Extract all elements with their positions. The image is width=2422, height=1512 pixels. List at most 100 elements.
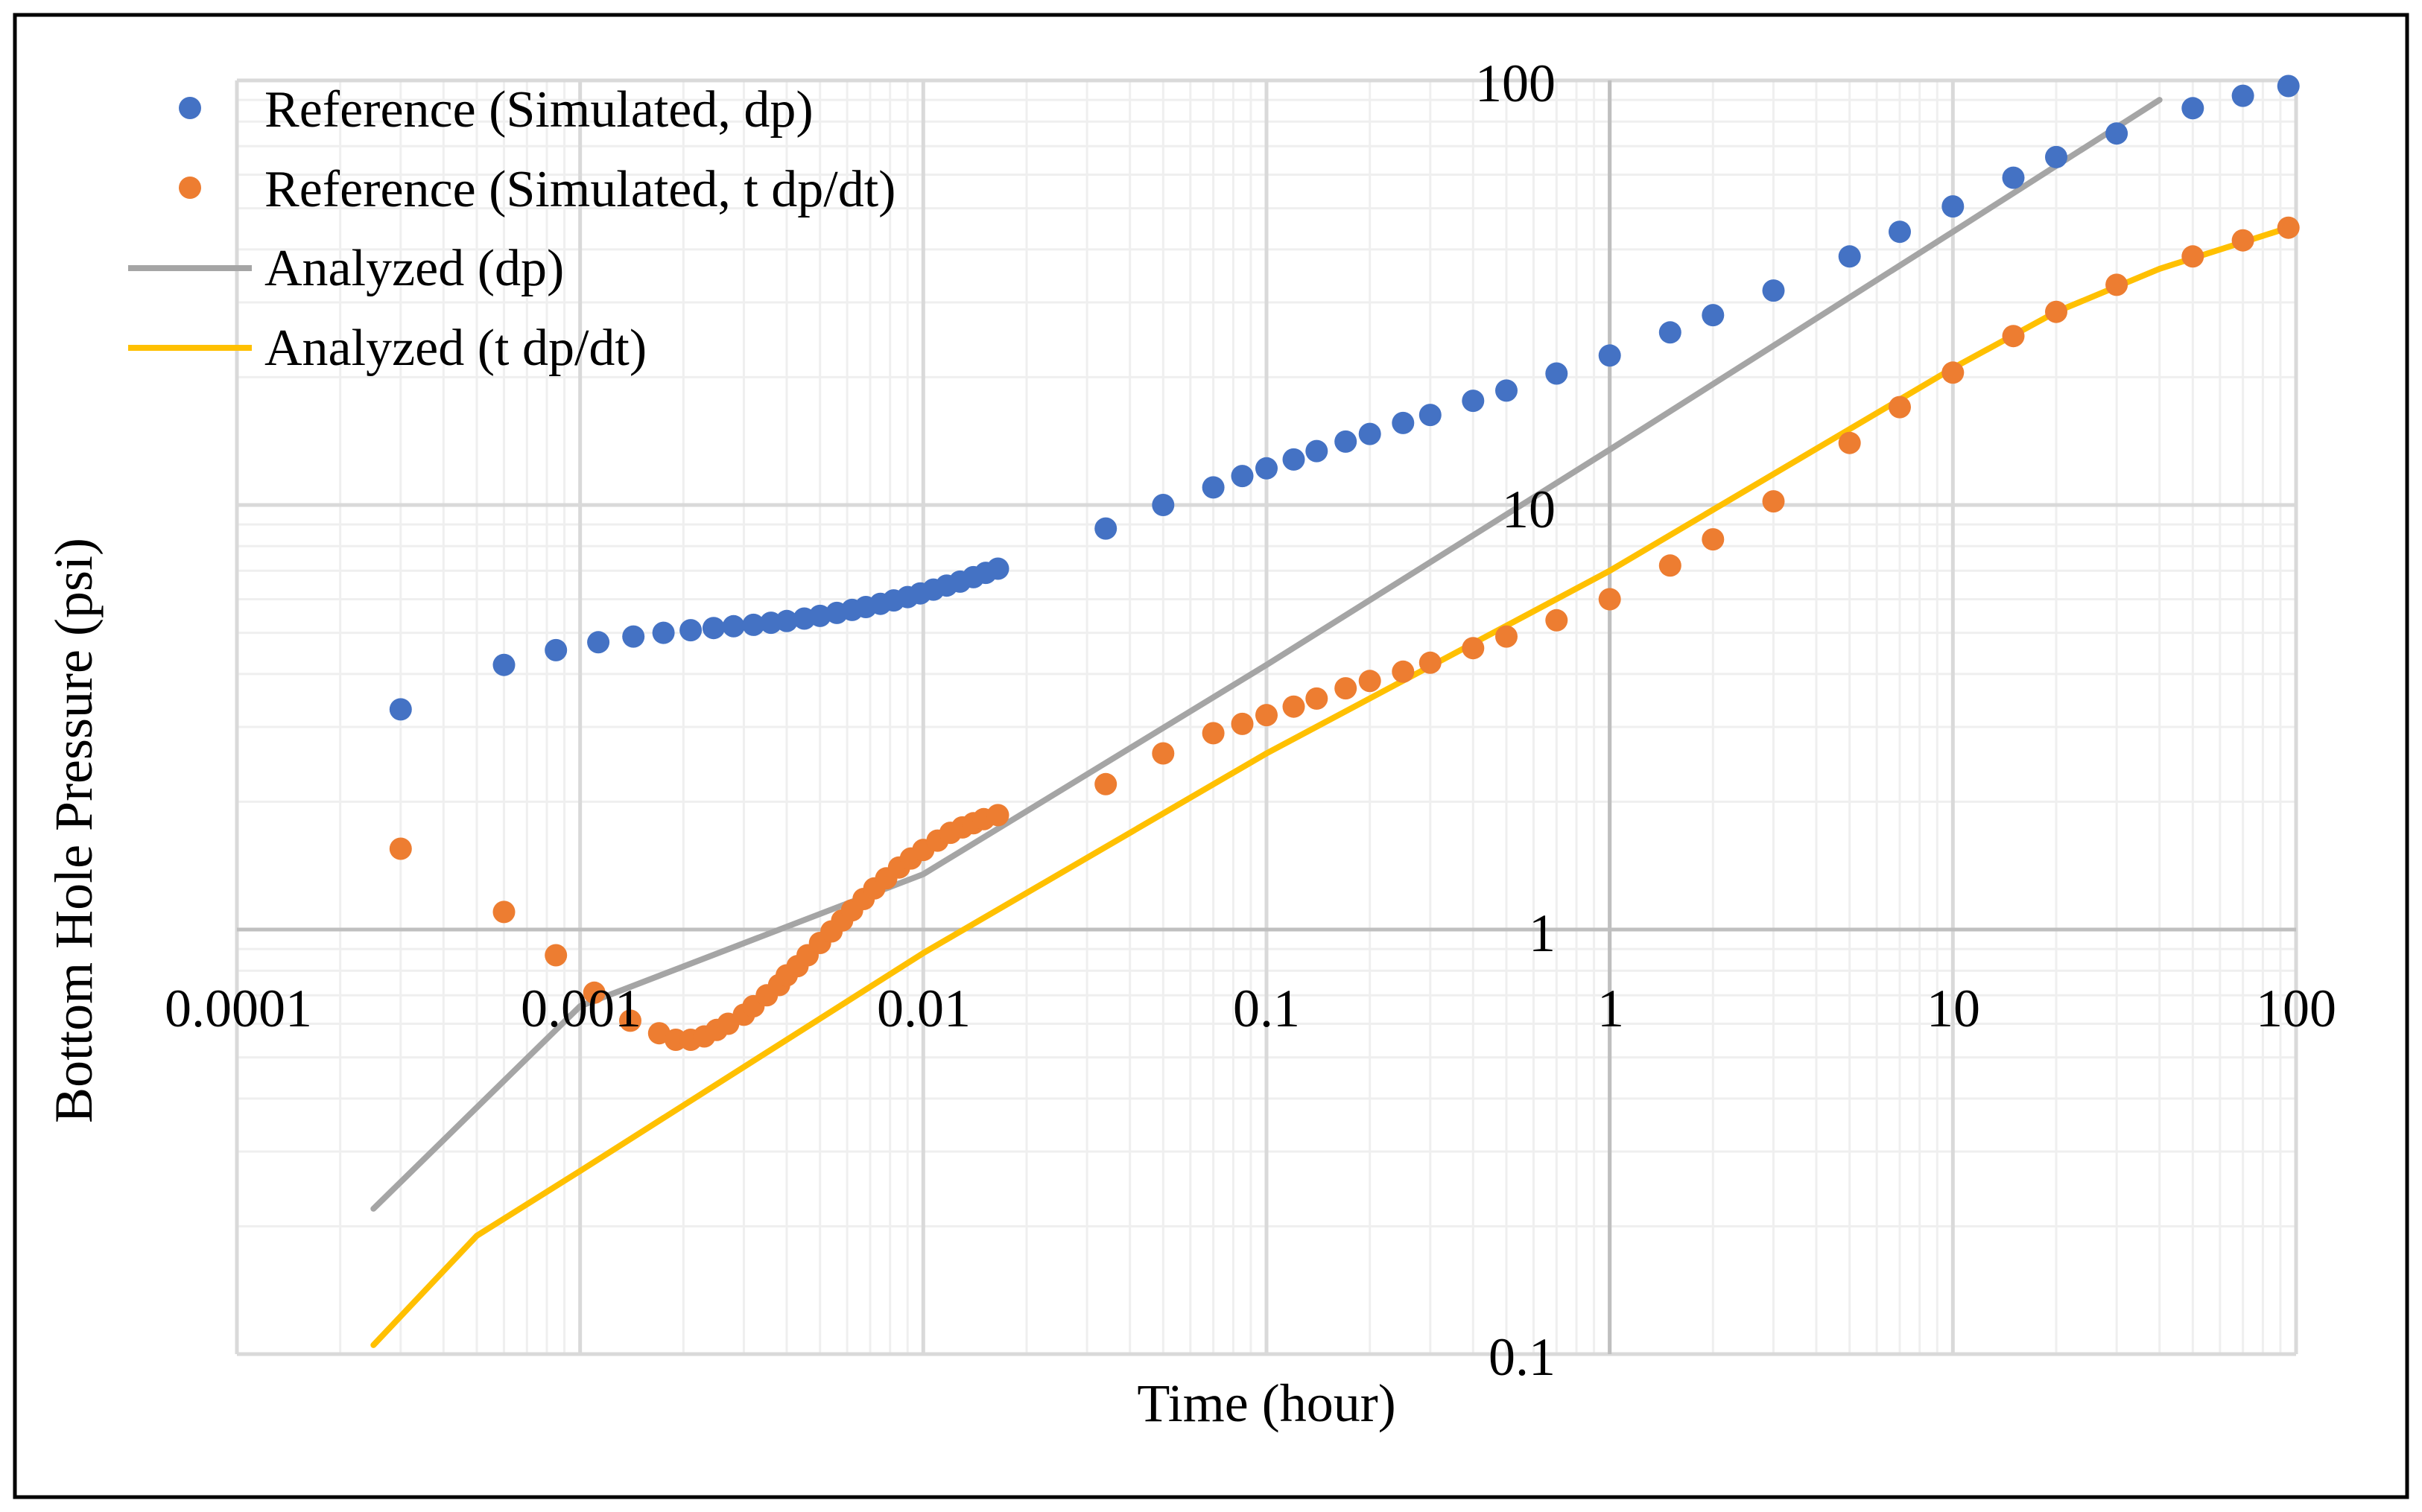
y-tick-label: 1 (1529, 903, 1556, 963)
series-0-point (622, 625, 645, 648)
series-0-point (1392, 411, 1415, 434)
series-1-point (2105, 273, 2128, 296)
series-0-point (2045, 145, 2067, 168)
series-1-point (1334, 677, 1357, 700)
series-0-point (1305, 439, 1328, 463)
series-1-point (1392, 660, 1415, 683)
legend-marker-derivative-points (179, 177, 201, 199)
series-0-point (679, 619, 703, 642)
series-0-point (2105, 122, 2128, 145)
series-1-point (2002, 325, 2025, 348)
series-1-point (389, 837, 412, 860)
series-0-point (808, 604, 831, 627)
series-1-point (619, 1009, 641, 1032)
series-0-point (1202, 476, 1225, 499)
series-1-point (1702, 528, 1725, 551)
series-1-point (492, 900, 516, 924)
series-1-point (1462, 637, 1485, 660)
series-0-point (1152, 494, 1175, 516)
series-0-point (1418, 404, 1442, 427)
y-tick-label: 10 (1502, 480, 1556, 539)
x-tick-label: 100 (2256, 979, 2336, 1038)
series-0-point (2002, 166, 2025, 189)
y-axis-title: Bottom Hole Pressure (psi) (44, 538, 104, 1123)
series-1-point (1094, 772, 1118, 795)
series-0-point (986, 557, 1009, 580)
series-1-point (545, 944, 568, 967)
series-0-point (1658, 321, 1681, 344)
series-0-point (652, 621, 675, 644)
series-1-point (2231, 229, 2254, 252)
series-0-point (1598, 344, 1621, 367)
series-1-point (1202, 722, 1225, 745)
series-1-point (1889, 396, 1911, 419)
x-tick-label: 10 (1927, 979, 1980, 1038)
series-1-point (1418, 651, 1442, 674)
series-1-point (1658, 554, 1681, 577)
legend-label: Reference (Simulated, t dp/dt) (264, 161, 896, 218)
series-1-point (1305, 687, 1328, 710)
legend-marker-dp-points (179, 97, 201, 119)
x-tick-labels: 0.0001 0.001 0.01 0.1 1 10 100 (165, 979, 2336, 1038)
chart-border (13, 13, 2409, 1499)
series-1-point (1545, 609, 1568, 632)
series-1-point (1598, 588, 1621, 611)
series-0-point (1282, 448, 1305, 471)
series-0-point (1462, 390, 1485, 413)
series-1-point (1941, 361, 1965, 384)
series-0-point (1094, 517, 1118, 540)
series-0-point (389, 698, 412, 721)
series-1-point (1282, 695, 1305, 718)
series-0-point (1255, 457, 1278, 480)
series-0-point (1334, 430, 1357, 453)
series-0-point (1495, 379, 1518, 402)
series-1-point (2045, 300, 2067, 323)
x-tick-label: 1 (1597, 979, 1624, 1038)
series-0-point (1358, 422, 1381, 445)
series-0-point (492, 653, 516, 676)
legend-label: Analyzed (t dp/dt) (264, 320, 647, 377)
series-0-point (776, 609, 798, 632)
series-0-point (1941, 195, 1965, 218)
series-line-2 (370, 97, 2163, 1212)
series-0-point (2231, 84, 2254, 107)
series-1-point (986, 804, 1009, 827)
legend: Reference (Simulated, dp) Reference (Sim… (128, 81, 896, 377)
x-tick-label: 0.01 (877, 979, 971, 1038)
series-0-point (1702, 304, 1725, 327)
x-tick-label: 0.1 (1233, 979, 1300, 1038)
legend-label: Reference (Simulated, dp) (264, 81, 814, 139)
series-0-point (2277, 74, 2300, 98)
series-0-point (742, 613, 765, 636)
series-0-point (702, 617, 725, 640)
x-tick-label: 0.001 (521, 979, 641, 1038)
series-0-point (1889, 220, 1911, 244)
series-0-point (722, 614, 745, 638)
series-1-point (2181, 245, 2204, 268)
series-0-point (2181, 97, 2204, 120)
series-1-point (1358, 670, 1381, 693)
y-tick-labels: 0.1 1 10 100 (1475, 54, 1556, 1387)
series-0-point (545, 638, 568, 661)
series-1-point (1495, 625, 1518, 648)
series-0-point (1545, 362, 1568, 385)
series-1-point (1762, 490, 1785, 513)
series-1-point (2277, 216, 2300, 239)
x-axis-title: Time (hour) (1137, 1373, 1395, 1433)
reference-series-points (389, 74, 2300, 1051)
y-tick-label: 0.1 (1489, 1327, 1556, 1387)
series-1-point (1838, 431, 1861, 454)
series-1-point (1152, 742, 1175, 765)
y-tick-label: 100 (1475, 54, 1556, 113)
series-1-point (1231, 712, 1254, 735)
series-0-point (1838, 245, 1861, 268)
series-1-point (1255, 704, 1278, 727)
legend-label: Analyzed (dp) (264, 240, 564, 297)
series-0-point (587, 631, 610, 654)
series-1-point (583, 981, 606, 1004)
series-0-point (1231, 465, 1254, 488)
x-tick-label: 0.0001 (165, 979, 312, 1038)
series-0-point (1762, 279, 1785, 302)
